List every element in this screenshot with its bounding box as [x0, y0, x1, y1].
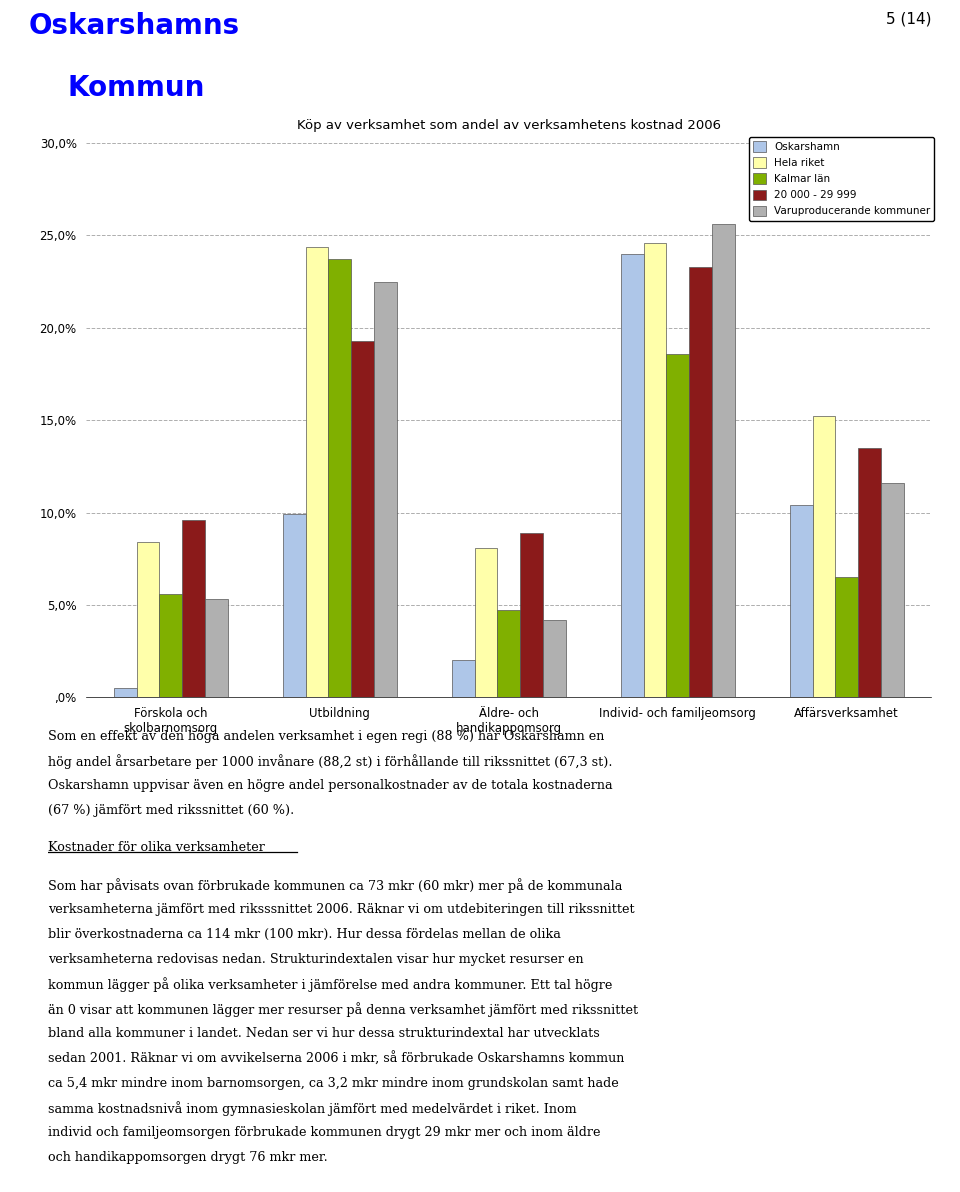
Bar	[621, 254, 643, 697]
Bar	[474, 547, 497, 697]
Bar	[136, 542, 159, 697]
Text: verksamheterna jämfört med riksssnittet 2006. Räknar vi om utdebiteringen till r: verksamheterna jämfört med riksssnittet …	[48, 904, 635, 917]
Bar	[790, 505, 812, 697]
Bar	[497, 610, 520, 697]
Bar	[374, 281, 396, 697]
Text: verksamheterna redovisas nedan. Strukturindextalen visar hur mycket resurser en: verksamheterna redovisas nedan. Struktur…	[48, 952, 584, 966]
Bar	[159, 594, 182, 697]
Bar	[283, 515, 305, 697]
Bar	[182, 520, 205, 697]
Text: Som en effekt av den höga andelen verksamhet i egen regi (88 %) har Oskarshamn e: Som en effekt av den höga andelen verksa…	[48, 730, 605, 743]
Text: och handikappomsorgen drygt 76 mkr mer.: och handikappomsorgen drygt 76 mkr mer.	[48, 1151, 327, 1165]
Text: Oskarshamns: Oskarshamns	[29, 12, 240, 39]
Text: Som har påvisats ovan förbrukade kommunen ca 73 mkr (60 mkr) mer på de kommunala: Som har påvisats ovan förbrukade kommune…	[48, 879, 622, 893]
Bar	[835, 577, 858, 697]
Bar	[520, 533, 543, 697]
Bar	[858, 448, 881, 697]
Bar	[328, 260, 351, 697]
Text: Kommun: Kommun	[67, 74, 205, 101]
Text: kommun lägger på olika verksamheter i jämförelse med andra kommuner. Ett tal hög: kommun lägger på olika verksamheter i jä…	[48, 977, 612, 992]
Bar	[812, 416, 835, 697]
Text: ca 5,4 mkr mindre inom barnomsorgen, ca 3,2 mkr mindre inom grundskolan samt had: ca 5,4 mkr mindre inom barnomsorgen, ca …	[48, 1076, 619, 1089]
Bar	[666, 354, 689, 697]
Text: samma kostnadsnivå inom gymnasieskolan jämfört med medelvärdet i riket. Inom: samma kostnadsnivå inom gymnasieskolan j…	[48, 1101, 577, 1116]
Bar	[712, 224, 734, 697]
Text: Oskarshamn uppvisar även en högre andel personalkostnader av de totala kostnader: Oskarshamn uppvisar även en högre andel …	[48, 780, 612, 793]
Text: individ och familjeomsorgen förbrukade kommunen drygt 29 mkr mer och inom äldre: individ och familjeomsorgen förbrukade k…	[48, 1126, 601, 1140]
Bar	[689, 267, 712, 697]
Bar	[543, 620, 565, 697]
Bar	[205, 600, 228, 697]
Legend: Oskarshamn, Hela riket, Kalmar län, 20 000 - 29 999, Varuproducerande kommuner: Oskarshamn, Hela riket, Kalmar län, 20 0…	[749, 137, 934, 221]
Text: Kostnader för olika verksamheter: Kostnader för olika verksamheter	[48, 842, 265, 855]
Text: hög andel årsarbetare per 1000 invånare (88,2 st) i förhållande till rikssnittet: hög andel årsarbetare per 1000 invånare …	[48, 755, 612, 769]
Text: än 0 visar att kommunen lägger mer resurser på denna verksamhet jämfört med riks: än 0 visar att kommunen lägger mer resur…	[48, 1002, 638, 1017]
Bar	[351, 341, 374, 697]
Bar	[643, 243, 666, 697]
Title: Köp av verksamhet som andel av verksamhetens kostnad 2006: Köp av verksamhet som andel av verksamhe…	[297, 119, 721, 132]
Bar	[114, 688, 136, 697]
Text: 5 (14): 5 (14)	[886, 12, 931, 27]
Bar	[452, 660, 474, 697]
Bar	[881, 483, 903, 697]
Bar	[305, 247, 328, 697]
Text: blir överkostnaderna ca 114 mkr (100 mkr). Hur dessa fördelas mellan de olika: blir överkostnaderna ca 114 mkr (100 mkr…	[48, 927, 561, 940]
Text: sedan 2001. Räknar vi om avvikelserna 2006 i mkr, så förbrukade Oskarshamns komm: sedan 2001. Räknar vi om avvikelserna 20…	[48, 1051, 624, 1066]
Text: bland alla kommuner i landet. Nedan ser vi hur dessa strukturindextal har utveck: bland alla kommuner i landet. Nedan ser …	[48, 1028, 600, 1041]
Text: (67 %) jämfört med rikssnittet (60 %).: (67 %) jämfört med rikssnittet (60 %).	[48, 803, 295, 817]
